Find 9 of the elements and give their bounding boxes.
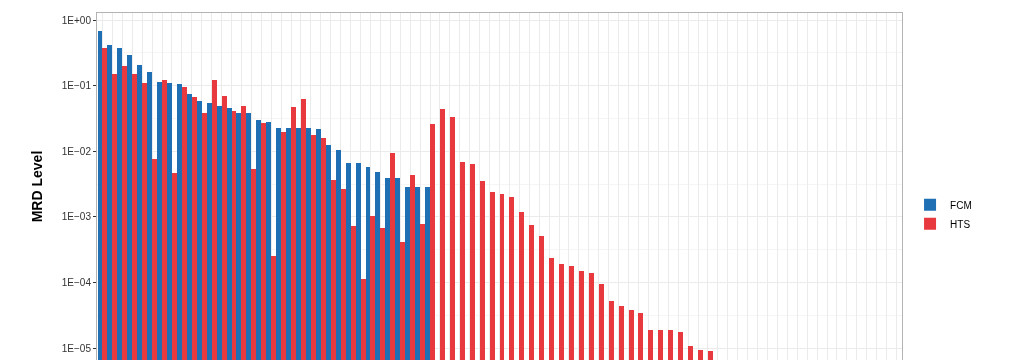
y-tick-label: 1E−05 <box>61 342 92 354</box>
y-tick-label: 1E−02 <box>61 145 92 157</box>
legend-label: HTS <box>950 218 971 230</box>
y-axis-title: MRD Level <box>29 150 46 223</box>
y-tick-label: 1E−03 <box>61 211 92 223</box>
y-tick-label: 1E−01 <box>61 80 92 92</box>
y-tick-label: 1E−04 <box>61 277 92 289</box>
y-tick-label: 1E+00 <box>61 14 92 26</box>
legend-label: FCM <box>950 199 972 211</box>
